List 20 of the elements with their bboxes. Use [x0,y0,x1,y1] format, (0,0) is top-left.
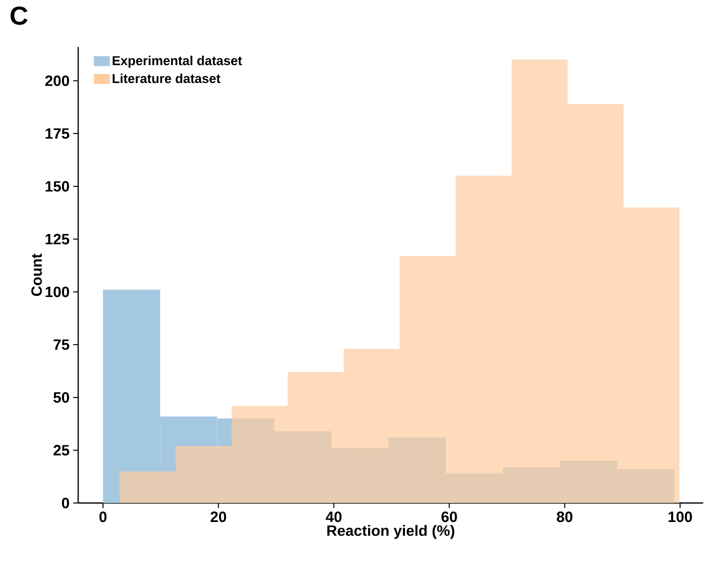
x-tick-label: 20 [210,512,226,522]
y-tick-label: 100 [46,286,70,298]
x-axis-title: Reaction yield (%) [327,524,454,539]
x-tick-label: 40 [326,512,342,522]
x-tick-label: 60 [442,512,457,522]
y-tick-label: 0 [62,498,70,508]
text: C [10,6,28,25]
y-tick-label: 25 [54,444,70,456]
x-tick-label: 100 [668,512,692,522]
y-tick-label: 175 [46,128,70,139]
x-tick-label: 0 [99,512,107,522]
legend-label: Literature dataset [112,74,220,84]
y-axis-title: Count [31,254,42,296]
y-tick-label: 75 [54,339,70,350]
legend-label: Experimental dataset [112,56,242,68]
y-tick-label: 150 [46,181,70,192]
y-tick-label: 50 [53,392,70,403]
y-tick-label: 125 [46,234,70,244]
x-tick-label: 80 [556,512,572,522]
y-tick-label: 200 [45,75,70,86]
